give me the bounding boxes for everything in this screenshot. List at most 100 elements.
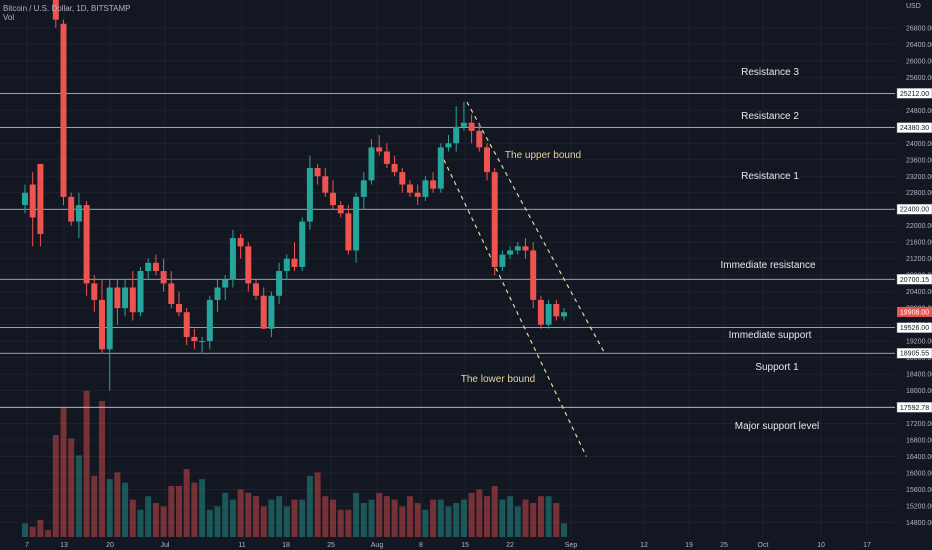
volume-bar bbox=[68, 438, 75, 537]
candle-body bbox=[545, 304, 552, 325]
volume-bar bbox=[376, 492, 383, 537]
candle-body bbox=[291, 258, 298, 267]
price-tick-label: 25600.00 bbox=[906, 75, 932, 82]
lower-bound-line bbox=[443, 159, 587, 457]
volume-bar bbox=[453, 503, 460, 537]
time-scale[interactable] bbox=[0, 537, 932, 550]
candle-body bbox=[322, 176, 329, 193]
candle-body bbox=[60, 23, 67, 197]
level-label-resistance-3: Resistance 3 bbox=[741, 67, 799, 78]
candle-body bbox=[206, 299, 213, 342]
channel-bounds bbox=[443, 101, 606, 457]
candle-body bbox=[484, 147, 490, 173]
candle-body bbox=[229, 238, 236, 280]
candle-body bbox=[114, 287, 121, 309]
volume-bar bbox=[37, 520, 44, 537]
candle-body bbox=[22, 192, 28, 206]
volume-bar bbox=[499, 499, 506, 537]
volume-bar bbox=[268, 499, 275, 537]
level-price-tag bbox=[896, 322, 932, 333]
volume-bar bbox=[60, 407, 67, 537]
volume-bar bbox=[430, 499, 437, 537]
volume-bar bbox=[237, 489, 244, 537]
level-label-immediate-resistance: Immediate resistance bbox=[720, 260, 816, 271]
volume-bar bbox=[299, 499, 306, 537]
level-price-tag bbox=[896, 122, 932, 133]
volume-bar bbox=[137, 509, 144, 537]
candle-body bbox=[476, 130, 483, 148]
price-tick-label: 19200.00 bbox=[906, 339, 932, 346]
level-label-resistance-2: Resistance 2 bbox=[741, 111, 799, 122]
candle-body bbox=[306, 168, 313, 222]
level-price-tag-text: 20700.15 bbox=[900, 277, 929, 284]
time-tick-label: 22 bbox=[506, 542, 514, 549]
price-tick-label: 24800.00 bbox=[906, 108, 932, 115]
volume-bar bbox=[214, 506, 221, 537]
volume-bar bbox=[106, 479, 113, 537]
volume-bar bbox=[29, 526, 36, 537]
price-tick-label: 22800.00 bbox=[906, 190, 932, 197]
candle-body bbox=[75, 205, 82, 222]
price-tick-label: 26000.00 bbox=[906, 58, 932, 65]
volume-bar bbox=[414, 503, 421, 537]
time-tick-label: 25 bbox=[327, 542, 335, 549]
candle-body bbox=[183, 312, 190, 337]
price-tick-label: 15600.00 bbox=[906, 487, 932, 494]
volume-bar bbox=[468, 492, 475, 537]
volume-bar bbox=[283, 506, 290, 537]
time-tick-label: 12 bbox=[640, 542, 648, 549]
price-tick-label: 16800.00 bbox=[906, 438, 932, 445]
level-price-tag bbox=[896, 402, 932, 413]
price-tick-label: 24000.00 bbox=[906, 141, 932, 148]
time-tick-label: 8 bbox=[419, 542, 423, 549]
current-price-tag-text: 19908.00 bbox=[900, 309, 929, 316]
upper-bound-line bbox=[466, 101, 606, 354]
price-tick-label: 17200.00 bbox=[906, 421, 932, 428]
volume-bar bbox=[245, 492, 252, 537]
candle-body bbox=[430, 180, 437, 189]
candle-body bbox=[52, 0, 59, 20]
volume-bar bbox=[122, 482, 129, 537]
candle-body bbox=[422, 180, 429, 197]
volume-bar bbox=[191, 482, 198, 537]
volume-bar bbox=[445, 506, 452, 537]
volume-bar bbox=[422, 509, 429, 537]
volume-bar bbox=[368, 499, 375, 537]
volume-bar bbox=[561, 523, 567, 537]
candle-body bbox=[199, 341, 206, 343]
candle-body bbox=[460, 122, 467, 127]
volume-bar bbox=[330, 499, 336, 537]
candlesticks bbox=[22, 0, 567, 391]
candle-body bbox=[368, 147, 375, 181]
price-tick-label: 18400.00 bbox=[906, 372, 932, 379]
volume-bar bbox=[183, 469, 190, 537]
volume-bar bbox=[160, 506, 167, 537]
candle-body bbox=[299, 221, 306, 267]
candle-body bbox=[453, 126, 460, 144]
upper-bound-label: The upper bound bbox=[504, 150, 582, 161]
volume-bar bbox=[553, 503, 560, 537]
price-tick-label: 22000.00 bbox=[906, 223, 932, 230]
candle-body bbox=[437, 147, 444, 189]
volume-bar bbox=[129, 499, 136, 537]
candle-body bbox=[360, 180, 367, 197]
candle-body bbox=[83, 205, 90, 284]
volume-bar bbox=[91, 475, 98, 537]
current-price-tag bbox=[897, 306, 932, 317]
price-tick-label: 15200.00 bbox=[906, 503, 932, 510]
candle-body bbox=[160, 271, 167, 284]
price-tick-label: 21600.00 bbox=[906, 240, 932, 247]
lower-bound-label: The lower bound bbox=[460, 374, 536, 385]
volume-bar bbox=[45, 530, 52, 537]
time-tick-label: Sep bbox=[565, 542, 578, 549]
time-tick-label: 11 bbox=[238, 542, 245, 549]
time-tick-label: 7 bbox=[25, 542, 29, 549]
volume-legend: Vol bbox=[3, 13, 15, 22]
volume-bar bbox=[22, 523, 28, 537]
price-tick-label: 18000.00 bbox=[906, 388, 932, 395]
volume-bar bbox=[383, 496, 390, 537]
candle-body bbox=[507, 250, 514, 255]
candle-body bbox=[68, 196, 75, 222]
volume-bar bbox=[260, 506, 267, 537]
